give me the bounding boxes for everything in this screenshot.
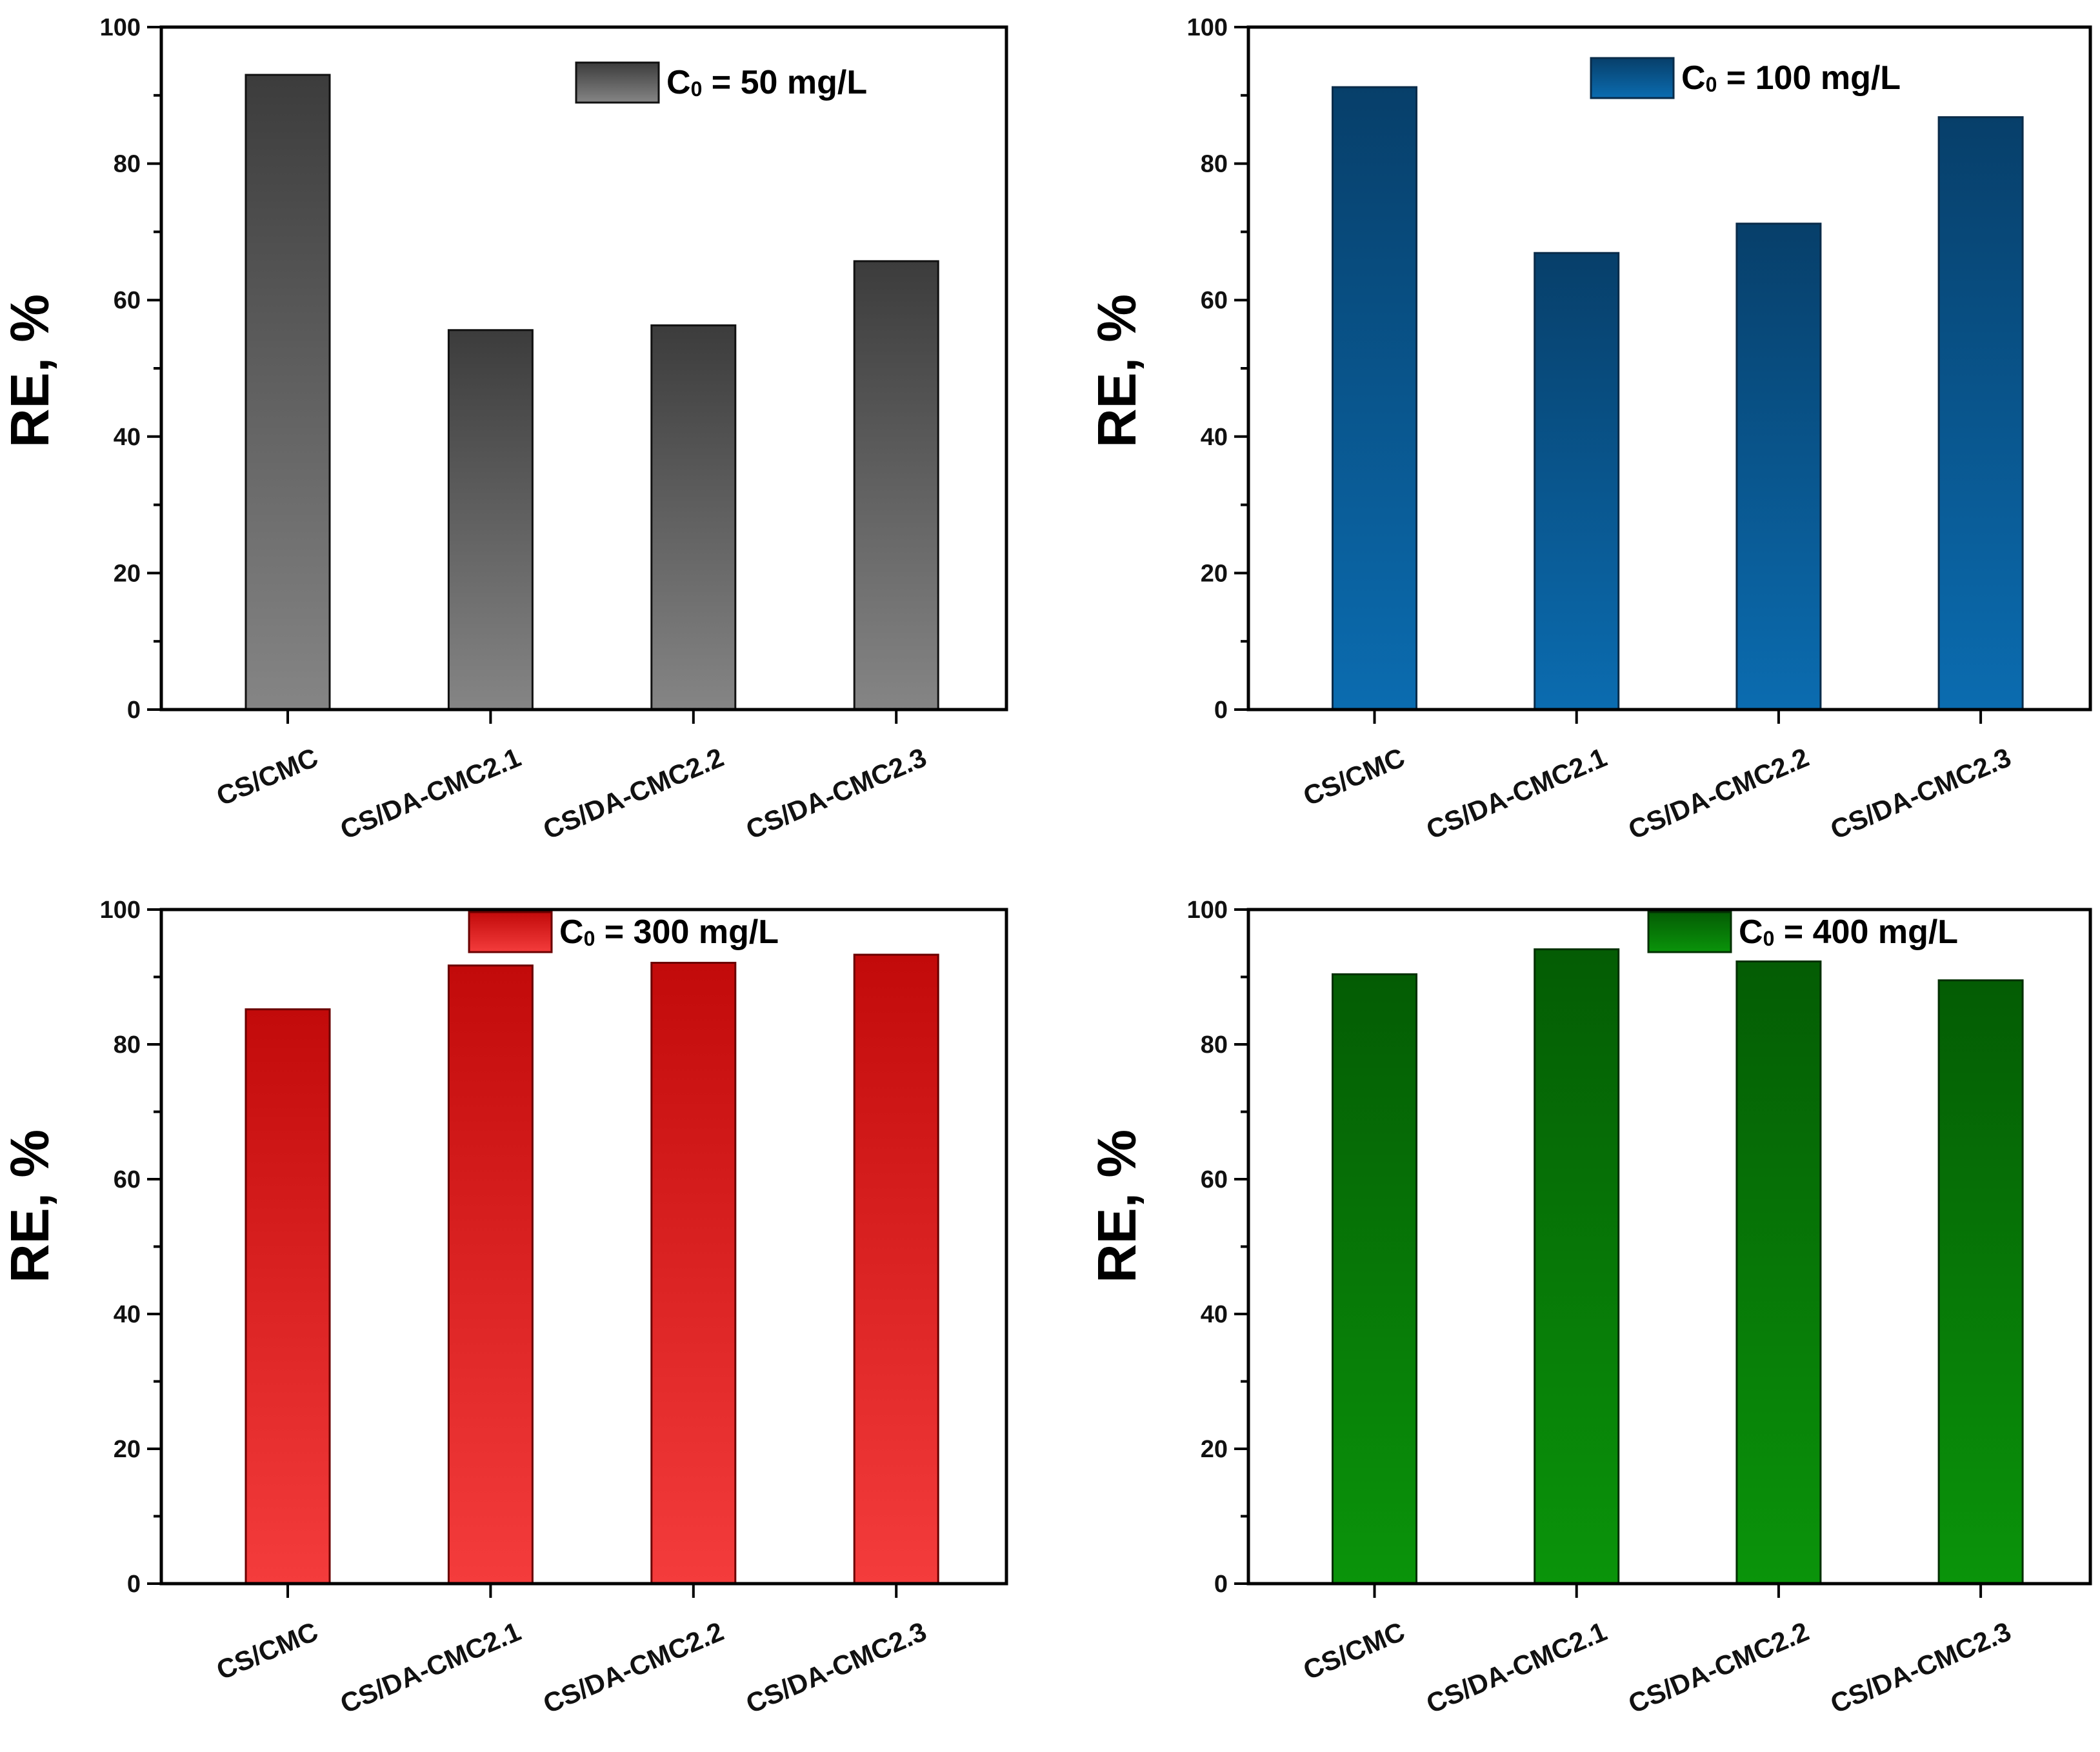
bar-3 [650,962,737,1585]
y-axis-title: RE, % [0,294,60,448]
y-tick-label: 0 [127,697,141,724]
y-tick-label: 100 [1187,14,1228,41]
legend-label: C0 = 50 mg/L [666,64,867,101]
category-label: CS/DA-CMC2.2 [1624,1616,1813,1719]
category-label: CS/DA-CMC2.1 [336,742,525,845]
category-label: CS/DA-CMC2.3 [1826,1616,2015,1719]
y-tick-label: 20 [114,560,141,587]
chart-panel-3: CS/CMC CS/DA-CMC2.1 CS/DA-CMC2.2 CS/DA-CMC2… [0,897,1008,1719]
chart-panel-4: CS/CMC CS/DA-CMC2.1 CS/DA-CMC2.2 CS/DA-CMC2… [1086,897,2092,1719]
y-tick-label: 100 [100,14,141,41]
y-axis-title: RE, % [1086,294,1147,448]
bar-4 [853,260,939,711]
y-tick-label: 80 [1201,151,1228,178]
bar-3 [1735,223,1822,711]
y-tick-label: 60 [114,1166,141,1193]
category-label: CS/DA-CMC2.2 [1624,742,1813,845]
legend-swatch [575,61,660,104]
bar-3 [1735,960,1822,1585]
category-label: CS/DA-CMC2.1 [1422,742,1611,845]
plot-frame [159,908,1008,1586]
category-label: CS/CMC [1299,1616,1409,1686]
y-tick-label: 20 [1201,1436,1228,1463]
bar-2 [1534,252,1620,711]
y-tick-label: 40 [114,424,141,451]
bar-4 [853,953,939,1585]
chart-panel-1: CS/CMC CS/DA-CMC2.1 CS/DA-CMC2.2 CS/DA-CMC2… [0,14,1008,845]
y-tick-label: 20 [114,1436,141,1463]
plot-frame [1246,908,2092,1586]
legend-swatch [468,911,553,953]
bar-1 [245,74,331,711]
y-tick-label: 80 [114,151,141,178]
category-label: CS/DA-CMC2.3 [741,1616,930,1719]
y-tick-label: 20 [1201,560,1228,587]
y-axis-title: RE, % [0,1130,60,1283]
y-axis-title: RE, % [1086,1130,1147,1283]
y-tick-label: 100 [100,897,141,924]
category-label: CS/DA-CMC2.2 [539,742,728,845]
category-label: CS/DA-CMC2.3 [1826,742,2015,845]
y-tick-label: 40 [1201,424,1228,451]
bar-1 [1332,86,1417,711]
legend-label: C0 = 300 mg/L [559,913,779,951]
bar-2 [447,329,534,711]
bar-4 [1937,116,2024,711]
category-label: CS/DA-CMC2.3 [741,742,930,845]
category-label: CS/DA-CMC2.2 [539,1616,728,1719]
y-tick-label: 40 [114,1301,141,1328]
bar-1 [245,1008,331,1585]
plot-frame [159,25,1008,712]
category-label: CS/CMC [212,1616,323,1686]
category-label: CS/CMC [1299,742,1409,811]
legend-swatch [1647,911,1732,953]
y-tick-label: 0 [127,1571,141,1598]
bar-2 [1534,948,1620,1585]
category-label: CS/DA-CMC2.1 [336,1616,525,1719]
y-tick-label: 60 [1201,1166,1228,1193]
y-tick-label: 100 [1187,897,1228,924]
bar-1 [1332,973,1417,1585]
category-label: CS/DA-CMC2.1 [1422,1616,1611,1719]
y-tick-label: 80 [1201,1031,1228,1059]
y-tick-label: 40 [1201,1301,1228,1328]
y-tick-label: 60 [114,287,141,314]
legend-swatch [1590,57,1675,99]
y-tick-label: 0 [1214,697,1228,724]
chart-panel-2: CS/CMC CS/DA-CMC2.1 CS/DA-CMC2.2 CS/DA-CMC2… [1086,14,2092,845]
legend-label: C0 = 400 mg/L [1739,913,1958,951]
bar-2 [447,964,534,1585]
bar-3 [650,324,737,711]
plot-frame [1246,25,2092,712]
bar-4 [1937,979,2024,1585]
legend-label: C0 = 100 mg/L [1681,59,1901,97]
y-tick-label: 80 [114,1031,141,1059]
y-tick-label: 0 [1214,1571,1228,1598]
category-label: CS/CMC [212,742,323,811]
y-tick-label: 60 [1201,287,1228,314]
